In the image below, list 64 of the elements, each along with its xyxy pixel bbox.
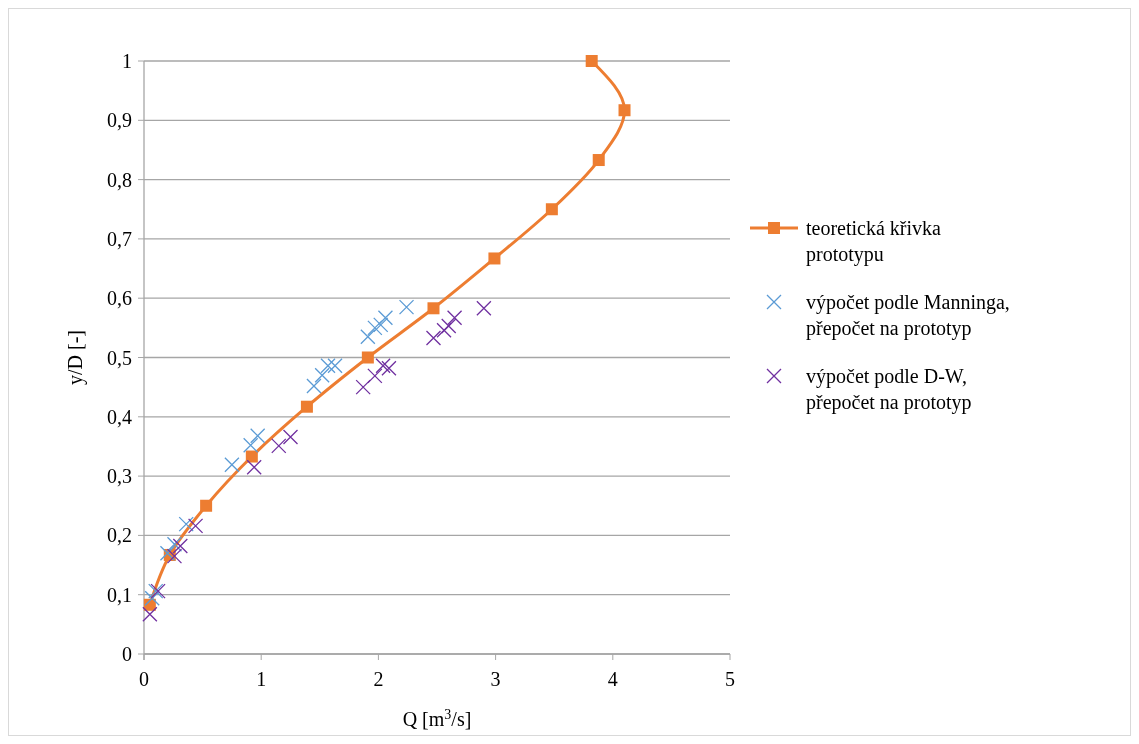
point [250,428,266,444]
y-tick-label: 0,2 [107,524,132,547]
y-tick-label: 0,3 [107,465,132,488]
legend-label: výpočet podle D-W, přepočet na prototyp [806,365,972,414]
point [327,358,343,374]
point [271,438,287,454]
y-tick-label: 1 [122,50,132,72]
point [427,302,440,315]
y-axis-title: y/D [-] [64,330,87,385]
point [441,318,457,334]
point [618,104,631,117]
point [306,378,322,394]
y-tick-label: 0,8 [107,168,132,191]
point [377,310,394,326]
point [200,499,213,512]
point [243,437,259,453]
point [446,310,463,326]
point [245,450,258,463]
point [187,518,204,534]
point [361,351,374,364]
point [488,252,501,265]
point [300,400,313,413]
point [166,536,183,552]
y-tick-label: 0,9 [107,109,132,132]
y-tick-label: 0,1 [107,583,132,606]
point [398,299,415,315]
point [592,154,605,167]
x-tick-label: 0 [139,668,149,690]
legend-label: výpočet podle Manninga, přepočet na prototyp [806,291,1010,340]
point [282,429,299,445]
point [585,55,598,67]
point [375,358,391,374]
x-tick-label: 3 [490,668,501,690]
point [159,545,176,561]
legend-label: teoretická křivka prototypu [806,217,942,266]
point [144,590,160,606]
point [355,379,371,395]
point [320,358,336,374]
point [178,516,194,532]
point [381,360,397,376]
y-tick-label: 0 [122,643,132,665]
point [246,459,262,475]
x-tick-label: 1 [256,668,267,690]
point [360,329,376,345]
point [425,330,442,346]
point [142,606,158,622]
y-tick-label: 0,5 [107,346,132,369]
x-tick-label: 2 [373,668,384,690]
point [166,548,183,564]
point [367,368,383,384]
y-tick-label: 0,4 [107,405,132,428]
point [545,203,558,216]
point [224,457,240,473]
point [373,317,389,333]
x-tick-label: 5 [725,668,735,690]
point [314,367,330,383]
point [436,322,452,338]
point [476,300,492,316]
y-tick-label: 0,7 [107,227,132,250]
y-tick-label: 0,6 [107,287,132,310]
point [367,320,383,336]
x-axis-title: Q [m$^{3}$/s] [402,706,472,730]
point [172,538,188,554]
x-tick-label: 4 [607,668,618,690]
